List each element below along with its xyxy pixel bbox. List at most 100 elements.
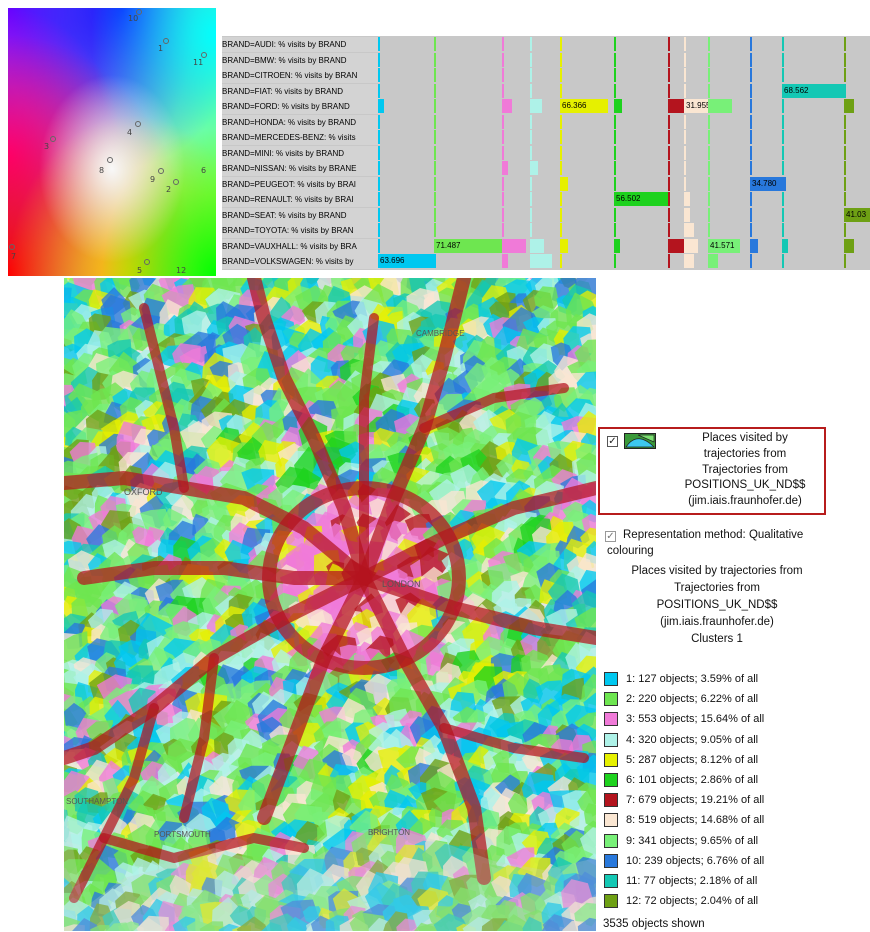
color-space-square: 10 1 11 3 4 8 9 2 6 7 5 12 [8, 8, 216, 276]
brand-value-cell: 66.366 [560, 99, 608, 113]
place-cell[interactable] [286, 916, 308, 931]
layer-visibility-checkbox[interactable]: ✓ [607, 436, 618, 447]
place-cell[interactable] [522, 916, 543, 931]
brand-bar [782, 238, 788, 253]
brand-bar [434, 114, 436, 129]
brand-bar [750, 68, 752, 82]
brand-bar [530, 223, 532, 237]
brand-bar [708, 192, 710, 206]
place-cell[interactable] [577, 917, 596, 931]
road-corridor [64, 471, 371, 585]
brand-bar [530, 37, 532, 51]
brand-bar [560, 130, 562, 144]
place-cell[interactable] [396, 918, 420, 932]
brand-bar [844, 161, 846, 175]
brand-bar [434, 83, 436, 98]
cluster-color-swatch[interactable] [604, 894, 618, 909]
cluster-color-swatch[interactable] [604, 773, 618, 787]
brand-value-cell: 31.955 [684, 99, 714, 113]
brand-bar [378, 192, 380, 206]
brand-bar [502, 176, 504, 191]
brand-row-label: BRAND=MERCEDES-BENZ: % visits [222, 130, 380, 145]
brand-bar [750, 114, 752, 129]
brand-row-label: BRAND=MINI: % visits by BRAND [222, 145, 380, 161]
brand-bar [684, 130, 686, 144]
brand-bar [668, 207, 670, 222]
layer-legend-box[interactable]: ✓ Places visited by trajectories from Tr… [598, 427, 826, 515]
brand-bar [844, 254, 846, 268]
brand-bar [782, 161, 784, 175]
cluster-color-swatch[interactable] [604, 813, 618, 828]
representation-method-label: Representation method: Qualitative [623, 529, 804, 541]
orbital-ring [262, 481, 466, 675]
cluster-color-swatch[interactable] [604, 874, 618, 888]
brand-bar [530, 68, 532, 82]
cs-point [144, 259, 150, 265]
brand-bar [668, 176, 670, 191]
brand-bar [708, 207, 710, 222]
road-corridor [139, 303, 189, 493]
cluster-color-swatch[interactable] [604, 793, 618, 808]
brand-row-label: BRAND=RENAULT: % visits by BRAI [222, 192, 380, 207]
brand-bar [708, 130, 710, 144]
place-cell[interactable] [132, 327, 150, 352]
brand-row-label: BRAND=VAUXHALL: % visits by BRA [222, 238, 380, 254]
brand-bar [378, 114, 380, 129]
brand-bar [560, 37, 562, 51]
place-cell[interactable] [477, 809, 501, 830]
cluster-color-swatch[interactable] [604, 853, 618, 868]
place-cell[interactable] [118, 921, 140, 931]
brand-row-label: BRAND=CITROEN: % visits by BRAN [222, 68, 380, 83]
brand-bar [614, 145, 616, 160]
place-cell[interactable] [507, 792, 533, 817]
brand-bar [502, 83, 504, 98]
brand-bar [668, 161, 670, 175]
brand-bar [560, 83, 562, 98]
place-cell[interactable] [236, 916, 271, 931]
place-cell[interactable] [90, 924, 111, 931]
road-corridor [77, 561, 371, 585]
place-cell[interactable] [579, 827, 596, 861]
cluster-color-swatch[interactable] [604, 712, 618, 727]
brand-bar [614, 99, 622, 113]
brand-bar [614, 254, 616, 268]
map-label-brighton: BRIGHTON [368, 828, 410, 837]
brand-bar [614, 176, 616, 191]
brand-bar [378, 130, 380, 144]
legend-desc-line: (jim.iais.fraunhofer.de) [660, 616, 774, 628]
legend-item-label: 5: 287 objects; 8.12% of all [626, 753, 759, 766]
brand-bar [530, 99, 542, 113]
brand-bar [378, 161, 380, 175]
representation-checkbox[interactable]: ✓ [605, 531, 616, 542]
brand-value-cell: 68.562 [782, 83, 846, 98]
cluster-color-swatch[interactable] [604, 672, 618, 686]
brand-bar [530, 207, 532, 222]
brand-bar [560, 114, 562, 129]
cluster-color-swatch[interactable] [604, 752, 618, 767]
cluster-map[interactable]: OXFORD CAMBRIDGE LONDON PORTSMOUTH BRIGH… [64, 278, 596, 931]
brand-bar [502, 161, 508, 175]
brand-bar [378, 83, 380, 98]
brand-bar [502, 192, 504, 206]
brand-bar [708, 145, 710, 160]
place-cell[interactable] [534, 286, 559, 314]
brand-bar [502, 145, 504, 160]
place-cell[interactable] [293, 821, 325, 848]
place-cell[interactable] [199, 921, 225, 931]
place-cell[interactable] [136, 915, 170, 931]
cluster-color-swatch[interactable] [604, 732, 618, 747]
brand-bar [684, 223, 694, 237]
brand-bar [844, 176, 846, 191]
place-cell[interactable] [496, 914, 535, 931]
map-canvas[interactable]: OXFORD CAMBRIDGE LONDON PORTSMOUTH BRIGH… [64, 278, 596, 931]
brand-bar [502, 238, 526, 253]
place-cell[interactable] [523, 678, 543, 704]
map-label-oxford: OXFORD [124, 487, 163, 497]
place-cell[interactable] [72, 918, 105, 931]
brand-bar [614, 68, 616, 82]
brand-value-cell: 41.571 [708, 238, 740, 253]
brand-bar [684, 176, 686, 191]
cluster-color-swatch[interactable] [604, 692, 618, 707]
brand-bar [684, 145, 686, 160]
cluster-color-swatch[interactable] [604, 833, 618, 848]
